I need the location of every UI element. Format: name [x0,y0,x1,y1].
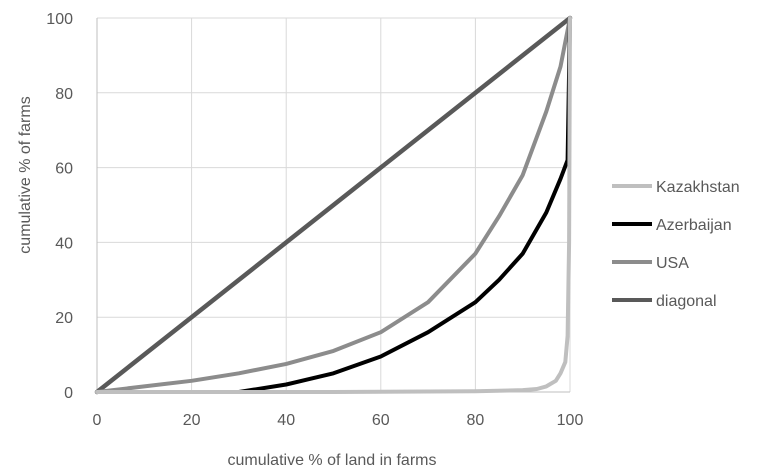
x-tick-label: 60 [372,412,390,429]
legend-label: diagonal [656,293,717,310]
y-tick-label: 0 [64,385,73,402]
x-tick-label: 0 [93,412,102,429]
x-axis-label: cumulative % of land in farms [228,452,437,466]
y-tick-label: 60 [55,161,73,178]
y-tick-label: 20 [55,310,73,327]
legend: Kazakhstan Azerbaijan USA diagonal [612,179,740,310]
y-tick-label: 100 [46,11,73,28]
tick-labels: 0 20 40 60 80 100 0 20 40 60 80 100 [46,11,583,429]
x-tick-label: 80 [467,412,485,429]
legend-label: Azerbaijan [656,217,732,234]
series-line-kazakhstan [95,16,572,394]
legend-label: Kazakhstan [656,179,740,196]
y-tick-label: 80 [55,86,73,103]
legend-label: USA [656,255,689,272]
series-line-diagonal [94,15,573,395]
x-tick-label: 20 [183,412,201,429]
x-tick-label: 40 [277,412,295,429]
x-tick-label: 100 [557,412,584,429]
y-axis-label: cumulative % of farms [17,96,34,253]
y-tick-label: 40 [55,235,73,252]
series-lines [94,15,573,395]
series-line-usa [95,16,572,394]
